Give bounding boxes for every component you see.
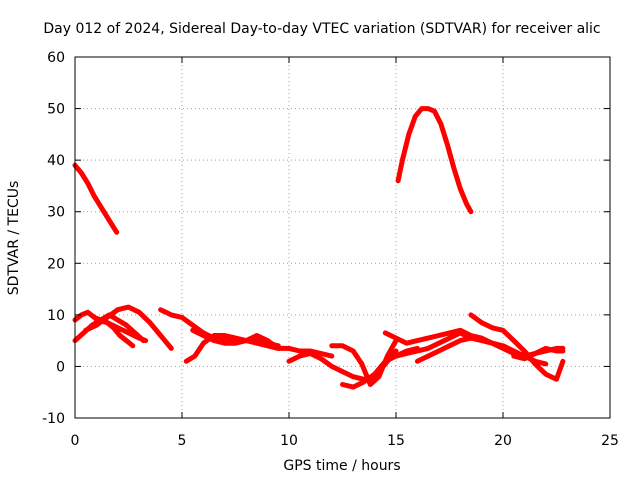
series-sat-b — [395, 106, 474, 215]
x-axis-label: GPS time / hours — [283, 458, 400, 474]
y-tick-label: 0 — [56, 359, 65, 375]
y-tick-label: 40 — [47, 153, 65, 169]
y-tick-label: 10 — [47, 308, 65, 324]
y-tick-label: 60 — [47, 50, 65, 66]
series-sat-i — [190, 327, 281, 351]
grid — [75, 57, 610, 418]
x-tick-label: 0 — [71, 433, 80, 449]
x-tick-label: 5 — [178, 433, 187, 449]
y-axis-label: SDTVAR / TECUs — [6, 181, 22, 296]
y-tick-labels: -10 0 10 20 30 40 50 60 — [42, 50, 65, 427]
axis-ticks — [74, 56, 611, 419]
series-sat-p — [468, 312, 566, 382]
y-tick-label: 50 — [47, 102, 65, 118]
y-tick-label: -10 — [42, 411, 65, 427]
x-tick-label: 10 — [280, 433, 298, 449]
series-sat-a — [72, 162, 120, 235]
series-layer — [72, 106, 566, 390]
series-sat-f — [93, 317, 149, 344]
chart-title: Day 012 of 2024, Sidereal Day-to-day VTE… — [43, 21, 600, 37]
x-tick-label: 25 — [601, 433, 619, 449]
y-tick-label: 30 — [47, 205, 65, 221]
x-tick-label: 20 — [494, 433, 512, 449]
x-tick-label: 15 — [387, 433, 405, 449]
series-sat-n — [393, 330, 474, 359]
x-tick-labels: 0 5 10 15 20 25 — [71, 433, 619, 449]
series-sat-h — [183, 333, 335, 364]
plot-frame — [74, 56, 611, 419]
series-sat-q — [511, 345, 566, 362]
y-tick-label: 20 — [47, 256, 65, 272]
